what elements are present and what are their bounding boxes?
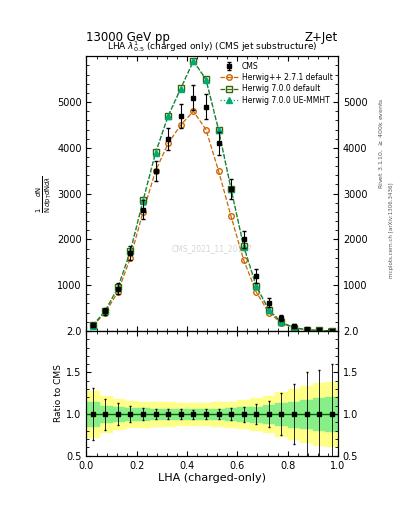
Herwig 7.0.0 default	[141, 198, 145, 204]
Herwig++ 2.7.1 default	[216, 167, 221, 174]
Herwig 7.0.0 UE-MMHT	[241, 244, 246, 250]
Herwig++ 2.7.1 default	[229, 214, 233, 220]
Herwig 7.0.0 default	[304, 327, 309, 333]
Herwig 7.0.0 default	[266, 307, 271, 313]
Herwig 7.0.0 UE-MMHT	[116, 285, 120, 291]
Herwig 7.0.0 default	[116, 284, 120, 290]
Herwig++ 2.7.1 default	[292, 325, 296, 331]
Herwig 7.0.0 default	[90, 323, 95, 329]
Herwig 7.0.0 UE-MMHT	[229, 186, 233, 193]
Herwig 7.0.0 default	[241, 243, 246, 249]
Herwig++ 2.7.1 default	[241, 257, 246, 263]
Herwig++ 2.7.1 default	[116, 289, 120, 295]
Herwig 7.0.0 UE-MMHT	[266, 307, 271, 313]
Herwig 7.0.0 default	[229, 186, 233, 192]
Line: Herwig 7.0.0 UE-MMHT: Herwig 7.0.0 UE-MMHT	[90, 58, 334, 333]
Herwig 7.0.0 UE-MMHT	[317, 328, 321, 334]
Herwig++ 2.7.1 default	[166, 140, 171, 146]
Herwig++ 2.7.1 default	[191, 108, 196, 114]
Herwig++ 2.7.1 default	[279, 320, 284, 326]
Herwig 7.0.0 default	[279, 319, 284, 325]
Text: mcplots.cern.ch [arXiv:1306.3436]: mcplots.cern.ch [arXiv:1306.3436]	[389, 183, 393, 278]
Herwig 7.0.0 UE-MMHT	[141, 198, 145, 204]
Herwig 7.0.0 UE-MMHT	[128, 248, 133, 254]
Herwig++ 2.7.1 default	[329, 328, 334, 334]
X-axis label: LHA (charged-only): LHA (charged-only)	[158, 473, 266, 483]
Herwig 7.0.0 default	[254, 283, 259, 289]
Herwig 7.0.0 UE-MMHT	[153, 150, 158, 156]
Herwig++ 2.7.1 default	[266, 309, 271, 315]
Herwig 7.0.0 default	[317, 327, 321, 333]
Herwig 7.0.0 default	[191, 58, 196, 64]
Herwig 7.0.0 UE-MMHT	[216, 127, 221, 133]
Herwig++ 2.7.1 default	[178, 122, 183, 128]
Herwig 7.0.0 default	[292, 325, 296, 331]
Herwig 7.0.0 default	[178, 86, 183, 92]
Herwig 7.0.0 default	[153, 150, 158, 156]
Text: Rivet 3.1.10, $\geq$ 400k events: Rivet 3.1.10, $\geq$ 400k events	[377, 97, 385, 189]
Herwig 7.0.0 UE-MMHT	[191, 58, 196, 65]
Herwig++ 2.7.1 default	[153, 167, 158, 174]
Herwig 7.0.0 default	[166, 113, 171, 119]
Herwig 7.0.0 UE-MMHT	[178, 86, 183, 92]
Herwig++ 2.7.1 default	[103, 309, 108, 315]
Herwig 7.0.0 default	[216, 126, 221, 133]
Herwig 7.0.0 default	[103, 308, 108, 314]
Text: Z+Jet: Z+Jet	[305, 31, 338, 44]
Line: Herwig++ 2.7.1 default: Herwig++ 2.7.1 default	[90, 109, 334, 333]
Herwig++ 2.7.1 default	[90, 323, 95, 329]
Herwig++ 2.7.1 default	[141, 209, 145, 215]
Herwig 7.0.0 UE-MMHT	[166, 113, 171, 119]
Legend: CMS, Herwig++ 2.7.1 default, Herwig 7.0.0 default, Herwig 7.0.0 UE-MMHT: CMS, Herwig++ 2.7.1 default, Herwig 7.0.…	[218, 60, 334, 106]
Herwig++ 2.7.1 default	[128, 254, 133, 261]
Herwig++ 2.7.1 default	[254, 289, 259, 295]
Herwig 7.0.0 UE-MMHT	[279, 319, 284, 325]
Herwig 7.0.0 UE-MMHT	[204, 77, 208, 83]
Text: LHA $\lambda^{1}_{0.5}$ (charged only) (CMS jet substructure): LHA $\lambda^{1}_{0.5}$ (charged only) (…	[107, 38, 318, 54]
Herwig 7.0.0 UE-MMHT	[304, 327, 309, 333]
Y-axis label: Ratio to CMS: Ratio to CMS	[55, 365, 63, 422]
Y-axis label: $\frac{1}{\mathrm{N}}\frac{d\mathrm{N}}{d\mathrm{p}_\mathrm{T} d\mathrm{N} d\lam: $\frac{1}{\mathrm{N}}\frac{d\mathrm{N}}{…	[35, 175, 54, 212]
Herwig 7.0.0 UE-MMHT	[292, 325, 296, 331]
Herwig++ 2.7.1 default	[204, 126, 208, 133]
Line: Herwig 7.0.0 default: Herwig 7.0.0 default	[90, 58, 334, 333]
Herwig 7.0.0 default	[204, 76, 208, 82]
Herwig 7.0.0 UE-MMHT	[254, 284, 259, 290]
Herwig 7.0.0 UE-MMHT	[90, 323, 95, 329]
Herwig 7.0.0 default	[329, 328, 334, 334]
Herwig++ 2.7.1 default	[317, 328, 321, 334]
Herwig 7.0.0 default	[128, 248, 133, 254]
Text: 13000 GeV pp: 13000 GeV pp	[86, 31, 170, 44]
Herwig 7.0.0 UE-MMHT	[329, 328, 334, 334]
Herwig++ 2.7.1 default	[304, 327, 309, 333]
Herwig 7.0.0 UE-MMHT	[103, 308, 108, 314]
Text: CMS_2021_11_20187: CMS_2021_11_20187	[172, 244, 253, 253]
